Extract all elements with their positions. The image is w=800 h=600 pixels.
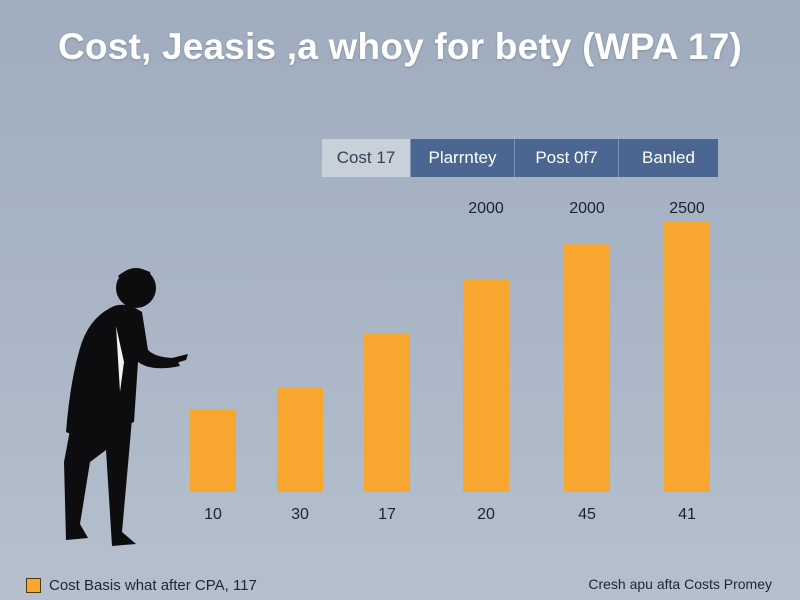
header-cell-cost: Cost 17 [322, 139, 410, 177]
legend-label: Cost Basis what after CPA, 117 [49, 576, 257, 594]
data-label-3: 2000 [468, 200, 504, 217]
column-header-strip: Cost 17 Plarrntey Post 0f7 Banled [322, 139, 718, 177]
chart-title: Cost, Jeasis ,a whoy for bety (WPA 17) [57, 26, 743, 67]
chart-footnote: Cresh apu afta Costs Promey [588, 576, 772, 592]
x-tick-label-0: 10 [204, 506, 222, 523]
x-tick-label-3: 20 [477, 506, 495, 523]
bar-3 [463, 278, 509, 492]
businessman-silhouette [64, 268, 188, 546]
legend-swatch [26, 577, 41, 593]
data-label-5: 2500 [669, 200, 705, 217]
header-cell-post: Post 0f7 [514, 139, 618, 177]
x-tick-label-5: 41 [678, 506, 696, 523]
x-tick-label-1: 30 [291, 506, 309, 523]
x-tick-label-4: 45 [578, 506, 596, 523]
data-label-4: 2000 [569, 200, 605, 217]
bar-4 [564, 244, 610, 492]
chart-legend: Cost Basis what after CPA, 117 [26, 576, 257, 594]
header-cell-banled: Banled [618, 139, 718, 177]
x-tick-label-2: 17 [378, 506, 396, 523]
header-cell-plarrntey: Plarrntey [410, 139, 514, 177]
bar-1 [277, 387, 323, 492]
bar-5 [664, 221, 710, 492]
bar-0 [190, 409, 236, 492]
bar-2 [364, 333, 410, 492]
